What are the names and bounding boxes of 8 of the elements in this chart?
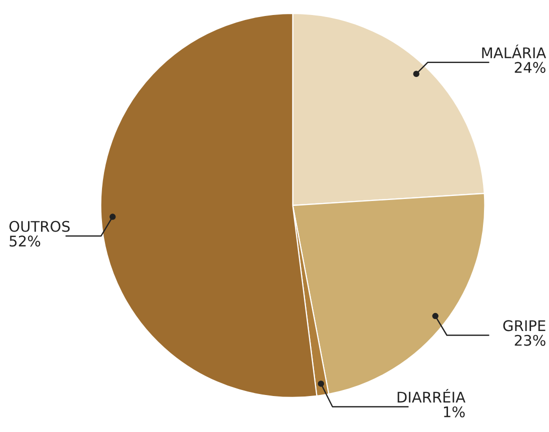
slice-label: MALÁRIA: [482, 44, 546, 58]
slice-label: GRIPE: [503, 320, 546, 332]
slice-label: OUTROS: [9, 220, 70, 232]
data-label: 1%: [444, 406, 465, 418]
data-label: 23%: [514, 334, 546, 346]
slice-label: DIARRÉIA: [398, 388, 466, 402]
data-label: 24%: [514, 62, 546, 73]
data-label: 52%: [10, 236, 40, 247]
